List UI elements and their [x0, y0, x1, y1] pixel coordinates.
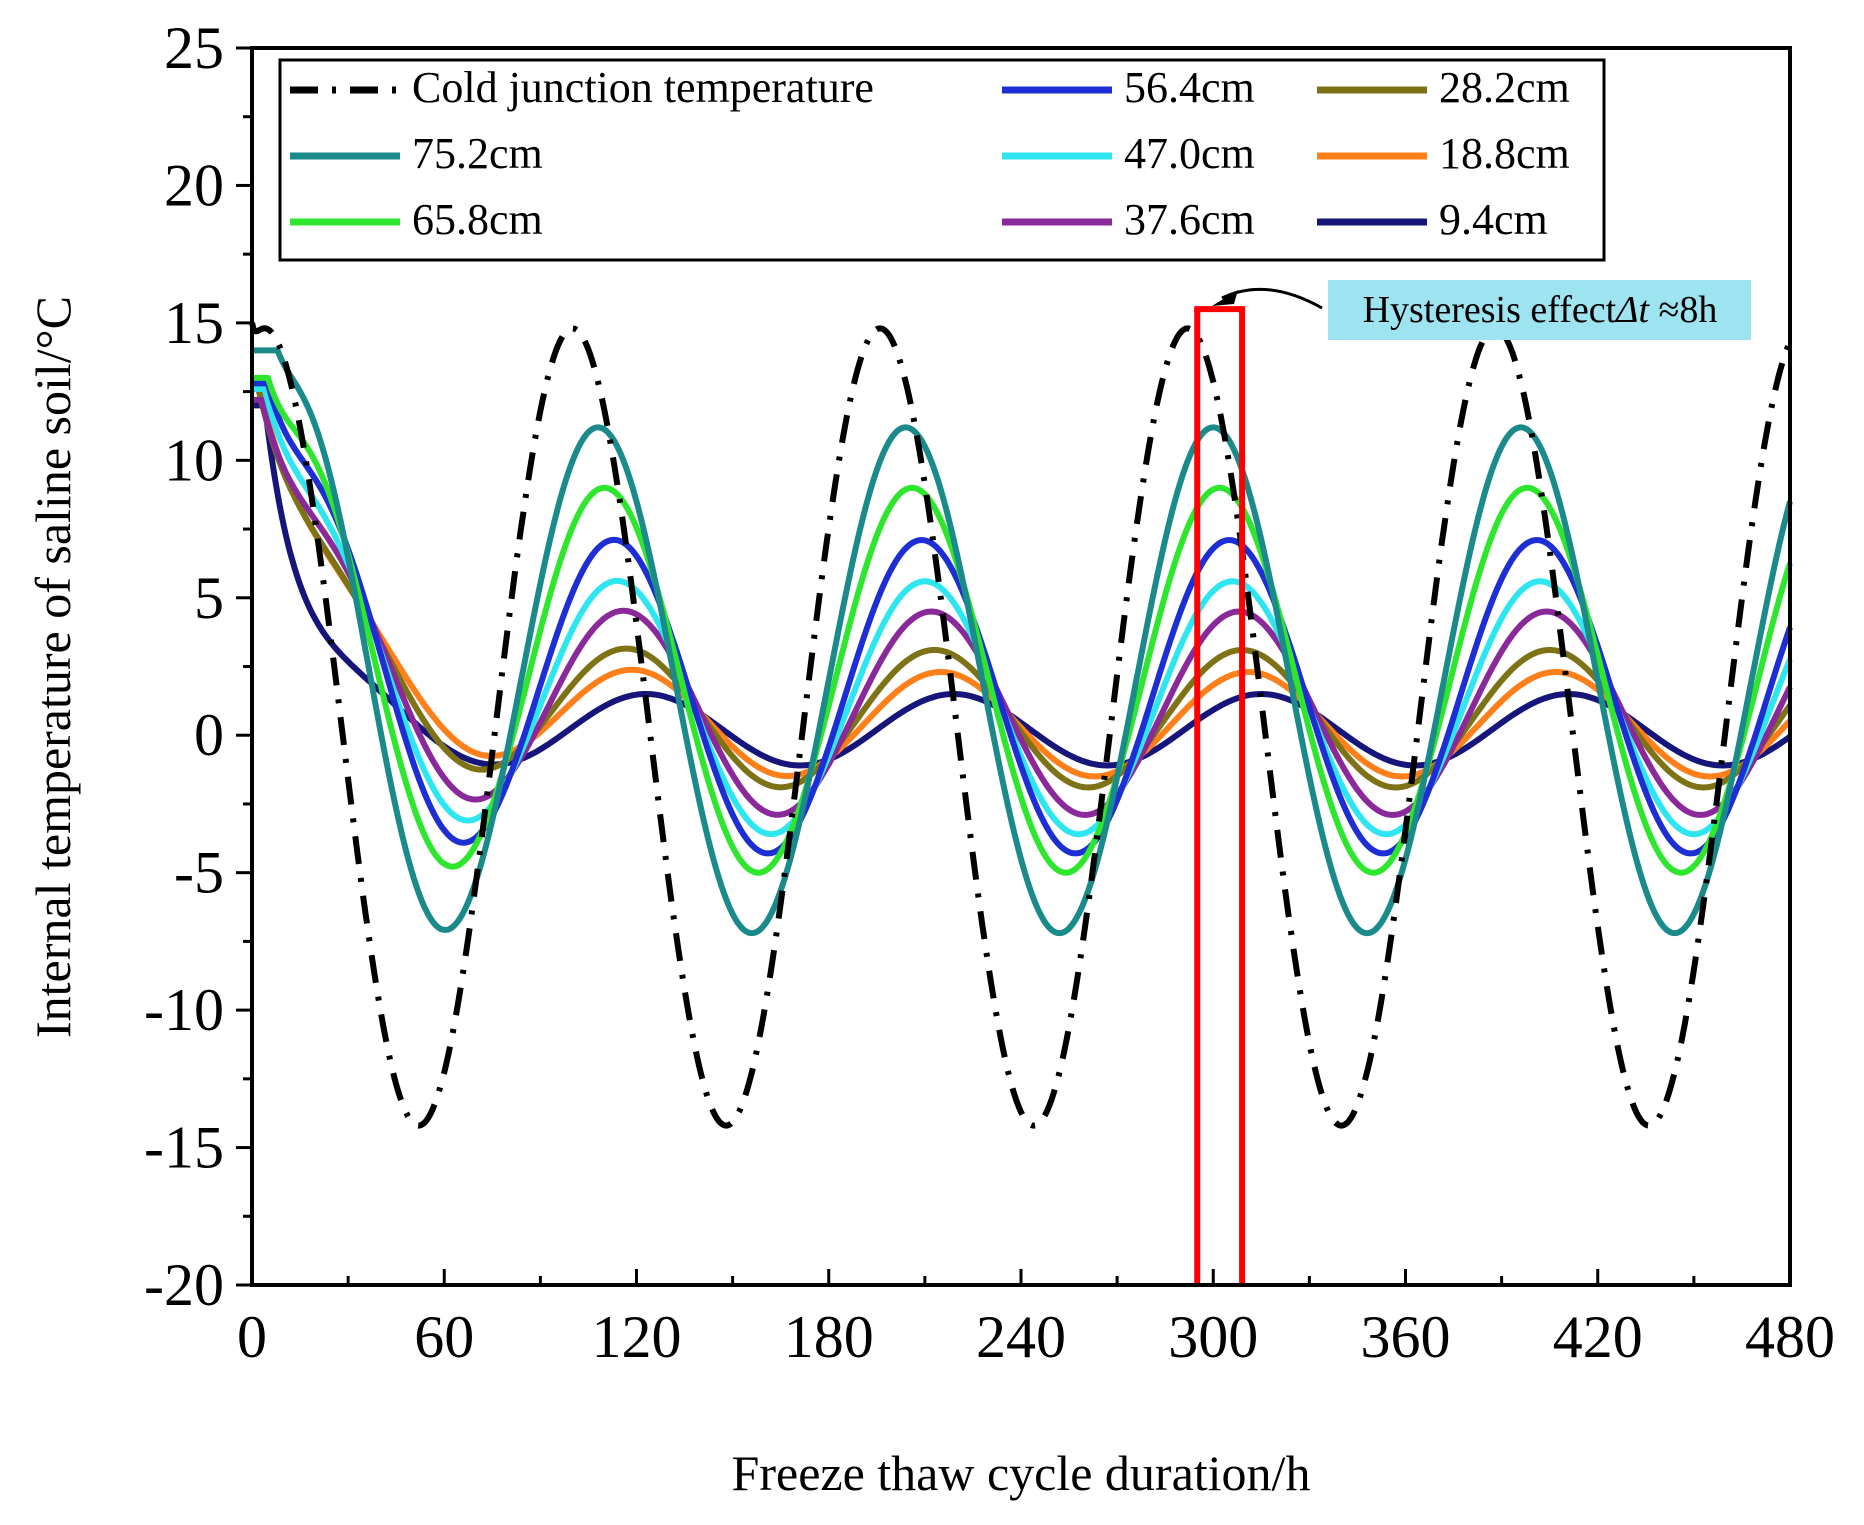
- x-tick-label: 0: [237, 1304, 267, 1370]
- y-tick-label: 10: [164, 427, 224, 493]
- legend-label-cold-junction-temperature: Cold junction temperature: [412, 63, 874, 112]
- y-tick-label: 25: [164, 15, 224, 81]
- series-line-56-4cm: [250, 380, 1793, 857]
- legend-label-56-4cm: 56.4cm: [1124, 63, 1255, 112]
- hysteresis-annotation: Hysteresis effectΔt ≈8h: [1212, 280, 1751, 340]
- x-tick-label: 360: [1361, 1304, 1451, 1370]
- series-layer: [249, 322, 1793, 1129]
- legend-label-37-6cm: 37.6cm: [1124, 195, 1255, 244]
- x-tick-label: 60: [414, 1304, 474, 1370]
- hysteresis-marker: [1194, 306, 1246, 1285]
- x-axis: 0 60 120 180 240 300 360 420 480: [237, 1269, 1835, 1370]
- legend-label-65-8cm: 65.8cm: [412, 195, 543, 244]
- annotation-symbol: Δt: [1614, 289, 1650, 331]
- x-axis-title: Freeze thaw cycle duration/h: [732, 1445, 1311, 1501]
- y-axis: 25 20 15 10 5 0 -5 -10 -15 -20: [144, 15, 252, 1318]
- legend: Cold junction temperature 75.2cm 65.8cm 56.…: [278, 58, 1606, 262]
- x-tick-label: 180: [784, 1304, 874, 1370]
- y-tick-label: 20: [164, 152, 224, 218]
- legend-label-9-4cm: 9.4cm: [1439, 195, 1548, 244]
- legend-label-28-2cm: 28.2cm: [1439, 63, 1570, 112]
- x-tick-label: 480: [1745, 1304, 1835, 1370]
- annotation-prefix: Hysteresis effect: [1363, 289, 1617, 331]
- y-tick-label: 15: [164, 290, 224, 356]
- y-tick-label: -15: [144, 1115, 224, 1181]
- annotation-suffix: ≈8h: [1649, 289, 1717, 331]
- series-line-cold-junction-temperature: [249, 322, 1793, 1129]
- x-tick-label: 300: [1168, 1304, 1258, 1370]
- y-tick-label: -5: [174, 840, 224, 906]
- y-tick-label: 5: [194, 565, 224, 631]
- legend-box: [278, 58, 1606, 262]
- x-tick-label: 120: [592, 1304, 682, 1370]
- legend-label-75-2cm: 75.2cm: [412, 129, 543, 178]
- y-axis-title: Internal temperature of saline soil/°C: [25, 296, 81, 1038]
- y-tick-label: 0: [194, 702, 224, 768]
- series-line-9-4cm: [250, 402, 1792, 769]
- series-line-18-8cm: [250, 380, 1793, 780]
- annotation-arrowhead: [1212, 290, 1238, 306]
- x-tick-label: 240: [976, 1304, 1066, 1370]
- legend-label-18-8cm: 18.8cm: [1439, 129, 1570, 178]
- x-tick-label: 420: [1553, 1304, 1643, 1370]
- annotation-text: Hysteresis effectΔt ≈8h: [1363, 289, 1718, 331]
- y-tick-label: -10: [144, 977, 224, 1043]
- legend-label-47-0cm: 47.0cm: [1124, 129, 1255, 178]
- y-tick-label: -20: [144, 1252, 224, 1318]
- annotation-box: [1328, 280, 1751, 340]
